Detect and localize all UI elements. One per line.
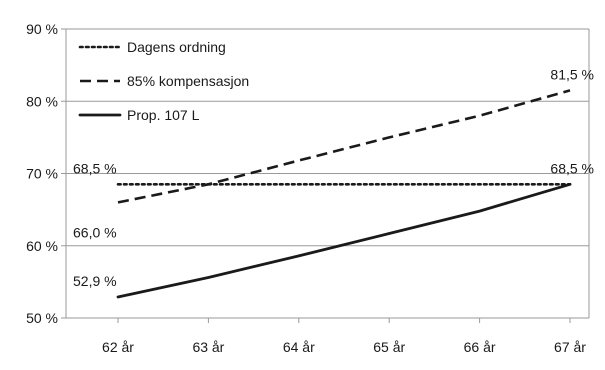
series-lines [116,89,572,299]
axes: 50 % 60 % 70 % 80 % 90 % 62 år 63 år 64 år 65 år… [26,21,590,355]
y-tick-label: 60 % [26,238,58,254]
x-tick-label: 64 år [283,339,315,355]
x-tick-label: 66 år [464,339,496,355]
series-line-solid [116,182,572,299]
y-tick-label: 70 % [26,166,58,182]
data-label: 68,5 % [550,160,594,176]
y-tick-label: 80 % [26,93,58,109]
y-tick-label: 50 % [26,310,58,326]
y-tick-label: 90 % [26,21,58,37]
x-tick-label: 67 år [554,339,586,355]
x-tick-label: 63 år [192,339,224,355]
legend-label: 85% kompensasjon [127,73,249,89]
x-tick-label: 62 år [102,339,134,355]
legend: Dagens ordning 85% kompensasjon Prop. 107 … [78,39,249,123]
data-label: 81,5 % [550,66,594,82]
data-label: 68,5 % [73,160,117,176]
legend-label: Prop. 107 L [127,107,200,123]
series-line-dashed [117,89,571,204]
data-labels: 68,5 % 66,0 % 52,9 % 81,5 % 68,5 % [73,66,594,289]
x-tick-label: 65 år [373,339,405,355]
legend-label: Dagens ordning [127,39,226,55]
data-label: 66,0 % [73,224,117,240]
data-label: 52,9 % [73,273,117,289]
